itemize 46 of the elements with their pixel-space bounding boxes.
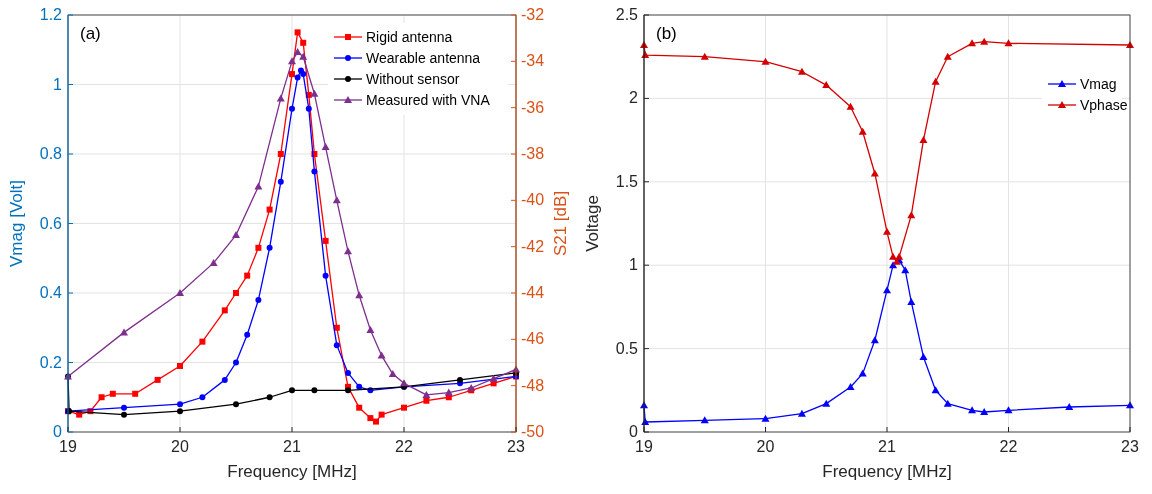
x-axis-title: Frequency [MHz] <box>822 462 952 481</box>
legend-label: Wearable antenna <box>366 50 481 66</box>
legend-label: Rigid antenna <box>366 29 453 45</box>
y2-tick-label: -36 <box>521 98 545 116</box>
legend-label: Vphase <box>1080 97 1128 113</box>
annotation: (b) <box>656 24 677 43</box>
x-tick-label: 20 <box>756 438 775 455</box>
legend-label: Vmag <box>1080 76 1117 92</box>
x-tick-label: 23 <box>1121 438 1139 455</box>
x-tick-label: 19 <box>59 438 77 455</box>
y2-tick-label: -44 <box>521 284 545 301</box>
y2-tick-label: -34 <box>521 52 545 70</box>
y-tick-label: 1.2 <box>39 6 63 23</box>
y2-tick-label: -40 <box>521 191 545 209</box>
y2-tick-label: -38 <box>521 145 545 162</box>
y-axis-title: Vmag [Volt] <box>7 180 26 267</box>
y-tick-label: 0.2 <box>39 353 63 371</box>
y-tick-label: 1 <box>53 75 63 93</box>
x-tick-label: 22 <box>395 438 413 455</box>
y2-tick-label: -42 <box>521 237 545 255</box>
x-tick-label: 22 <box>999 438 1018 455</box>
y-axis-title: Voltage <box>583 195 602 252</box>
y-tick-label: 1 <box>629 256 639 274</box>
y-tick-label: 2.5 <box>615 6 639 23</box>
y-tick-label: 0.5 <box>615 339 639 357</box>
y2-tick-label: -48 <box>521 376 545 394</box>
legend-label: Measured with VNA <box>366 92 491 108</box>
y-tick-label: 1.5 <box>615 172 639 190</box>
y-tick-label: 0.8 <box>39 145 63 162</box>
legend-label: Without sensor <box>366 71 460 87</box>
x-tick-label: 21 <box>878 438 896 455</box>
x-tick-label: 20 <box>171 438 189 455</box>
y2-tick-label: -32 <box>521 6 545 23</box>
annotation: (a) <box>80 24 101 43</box>
x-tick-label: 19 <box>635 438 653 455</box>
y2-tick-label: -46 <box>521 330 545 348</box>
x-tick-label: 23 <box>507 438 525 455</box>
x-axis-title: Frequency [MHz] <box>227 462 357 481</box>
x-tick-label: 21 <box>283 438 301 455</box>
y-tick-label: 0.4 <box>39 284 63 301</box>
y-tick-label: 0 <box>53 423 63 440</box>
y-tick-label: 2 <box>629 89 639 107</box>
y2-axis-title: S21 [dB] <box>551 190 570 257</box>
y-tick-label: 0 <box>629 423 639 440</box>
y-tick-label: 0.6 <box>39 214 63 232</box>
y2-tick-label: -50 <box>521 423 545 440</box>
